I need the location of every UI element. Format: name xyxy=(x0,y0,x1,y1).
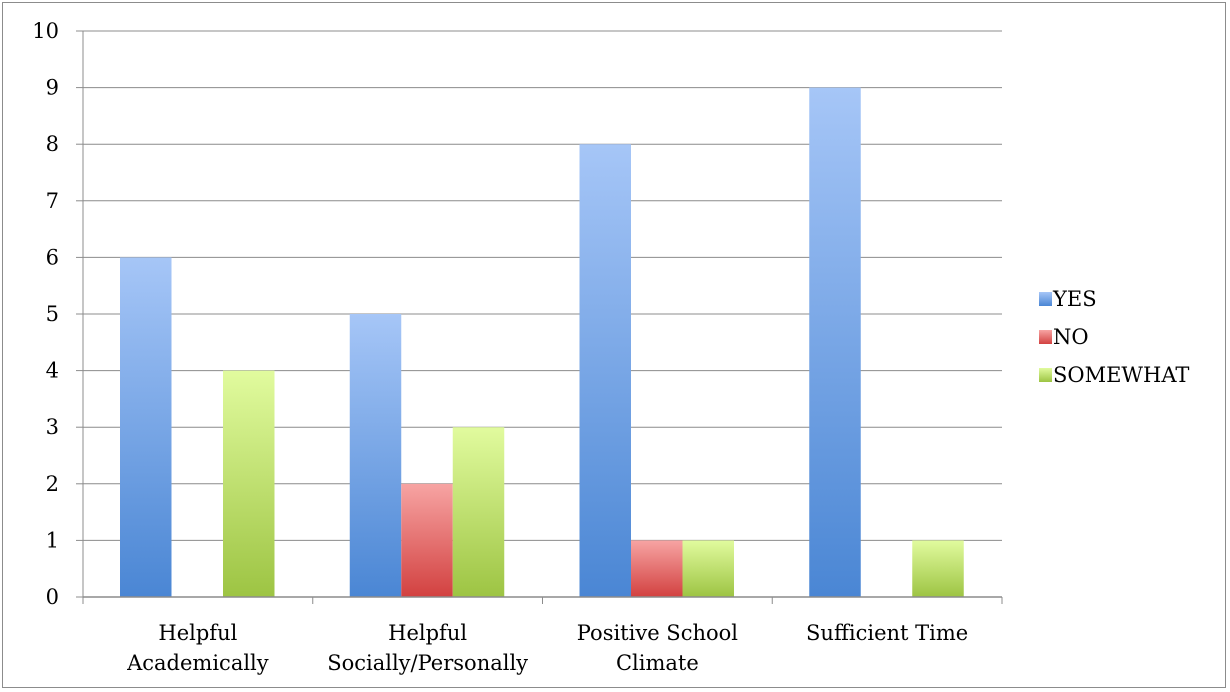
bar-no-positive-school-climate xyxy=(631,540,683,597)
y-tick-label-8: 8 xyxy=(46,132,59,156)
y-tick-label-4: 4 xyxy=(46,359,59,383)
bar-somewhat-helpful-academically xyxy=(223,370,275,597)
y-tick-label-10: 10 xyxy=(32,19,59,43)
y-tick-label-6: 6 xyxy=(46,245,59,269)
x-category-label: Helpful xyxy=(388,621,467,645)
x-category-label: Positive School xyxy=(577,621,738,645)
x-category-label: Socially/Personally xyxy=(327,651,528,675)
y-axis-tick-labels: 0 1 2 3 4 5 6 7 8 9 10 xyxy=(32,19,59,609)
bar-somewhat-helpful-socially-personally xyxy=(452,427,505,597)
bars xyxy=(120,87,964,597)
x-axis xyxy=(82,31,1003,604)
legend-swatch-yes xyxy=(1039,292,1052,306)
legend-label-yes: YES xyxy=(1052,287,1097,311)
y-tick-label-3: 3 xyxy=(46,415,59,439)
y-tick-label-5: 5 xyxy=(46,302,59,326)
y-tick-label-0: 0 xyxy=(46,585,59,609)
legend-label-somewhat: SOMEWHAT xyxy=(1053,363,1189,387)
legend-label-no: NO xyxy=(1053,325,1089,349)
y-tick-label-7: 7 xyxy=(46,189,59,213)
bar-yes-helpful-socially-personally xyxy=(349,314,402,597)
bar-somewhat-sufficient-time xyxy=(912,540,964,597)
x-category-label: Sufficient Time xyxy=(806,621,968,645)
y-tick-label-2: 2 xyxy=(46,472,59,496)
x-category-label: Climate xyxy=(616,651,699,675)
legend-swatch-no xyxy=(1039,330,1052,344)
gridlines xyxy=(76,30,1002,598)
x-axis-category-labels: Helpful Academically Helpful Socially/Perso… xyxy=(126,621,968,675)
bar-yes-positive-school-climate xyxy=(579,144,631,597)
x-category-label: Academically xyxy=(126,651,269,675)
x-category-label: Helpful xyxy=(158,621,237,645)
y-tick-label-9: 9 xyxy=(46,76,59,100)
bar-yes-helpful-academically xyxy=(120,257,172,597)
legend-swatch-somewhat xyxy=(1039,368,1052,382)
bar-no-helpful-socially-personally xyxy=(401,483,453,597)
bar-somewhat-positive-school-climate xyxy=(682,540,734,597)
y-tick-label-1: 1 xyxy=(46,528,59,552)
legend: YES NO SOMEWHAT xyxy=(1039,287,1189,387)
bar-yes-sufficient-time xyxy=(809,87,861,597)
